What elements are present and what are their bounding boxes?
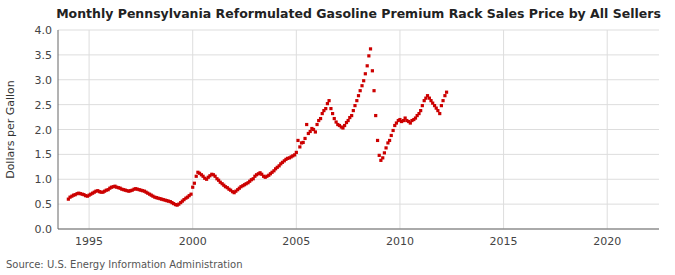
point: [376, 139, 379, 142]
y-grid-line: [58, 54, 659, 55]
points: [67, 47, 448, 206]
point: [443, 94, 446, 97]
point: [381, 156, 384, 159]
point: [191, 186, 194, 189]
y-axis-line: [58, 30, 59, 229]
point: [314, 130, 317, 133]
grid: [58, 30, 659, 229]
point: [331, 112, 334, 115]
point: [350, 114, 353, 117]
point: [193, 182, 196, 185]
point: [372, 89, 375, 92]
point: [355, 99, 358, 102]
point: [324, 107, 327, 110]
source-note: Source: U.S. Energy Information Administ…: [6, 259, 243, 270]
x-tick-label: 2010: [386, 235, 414, 248]
point: [440, 104, 443, 107]
x-tick-label: 1995: [75, 235, 103, 248]
point: [445, 91, 448, 94]
y-axis-label: Dollars per Gallon: [4, 80, 17, 179]
y-tick-label: 3.0: [35, 74, 53, 87]
x-tick-label: 2020: [593, 235, 621, 248]
point: [309, 130, 312, 133]
x-grid-line: [192, 30, 193, 229]
y-grid-line: [58, 104, 659, 105]
y-grid-line: [58, 79, 659, 80]
y-tick-label: 2.5: [35, 99, 53, 112]
y-grid-line: [58, 129, 659, 130]
y-grid-line: [58, 154, 659, 155]
point: [352, 109, 355, 112]
point: [421, 104, 424, 107]
point: [441, 99, 444, 102]
point: [353, 104, 356, 107]
point: [319, 117, 322, 120]
point: [364, 72, 367, 75]
point: [417, 112, 420, 115]
point: [327, 99, 330, 102]
point: [374, 114, 377, 117]
point: [347, 119, 350, 122]
y-tick-label: 0.5: [35, 198, 53, 211]
x-grid-line: [399, 30, 400, 229]
point: [362, 79, 365, 82]
point: [383, 151, 386, 154]
y-grid-line: [58, 229, 659, 230]
point: [359, 89, 362, 92]
y-tick-label: 2.0: [35, 124, 53, 137]
x-tick-label: 2005: [282, 235, 310, 248]
point: [333, 117, 336, 120]
point: [392, 129, 395, 132]
point: [195, 175, 198, 178]
point: [390, 134, 393, 137]
point: [189, 193, 192, 196]
point: [357, 94, 360, 97]
x-tick-label: 2000: [179, 235, 207, 248]
point: [366, 64, 369, 67]
point: [326, 102, 329, 105]
point: [296, 139, 299, 142]
x-grid-line: [89, 30, 90, 229]
point: [369, 47, 372, 50]
y-grid-line: [58, 179, 659, 180]
point: [321, 112, 324, 115]
point: [367, 54, 370, 57]
title: Monthly Pennsylvania Reformulated Gasoli…: [56, 6, 661, 21]
point: [329, 107, 332, 110]
point: [388, 139, 391, 142]
axes: 0.0 0.5 1.0 1.5 2.0 2.5 3.0 3.5 4.0 1995 2000 2005 2…: [35, 24, 660, 248]
point: [315, 123, 318, 126]
x-grid-line: [296, 30, 297, 229]
point: [378, 154, 381, 157]
point: [303, 137, 306, 140]
y-tick-label: 4.0: [35, 24, 53, 37]
point: [384, 146, 387, 149]
y-tick-label: 1.5: [35, 148, 53, 161]
point: [343, 124, 346, 127]
x-grid-line: [503, 30, 504, 229]
y-grid-line: [58, 30, 659, 31]
point: [302, 141, 305, 144]
point: [298, 145, 301, 148]
y-tick-label: 1.0: [35, 173, 53, 186]
x-grid-line: [607, 30, 608, 229]
y-grid-line: [58, 204, 659, 205]
point: [436, 109, 439, 112]
point: [438, 112, 441, 115]
x-tick-label: 2015: [490, 235, 518, 248]
chart: Monthly Pennsylvania Reformulated Gasoli…: [0, 0, 675, 275]
point: [371, 69, 374, 72]
point: [295, 151, 298, 154]
y-tick-label: 0.0: [35, 223, 53, 236]
x-axis-line: [58, 229, 659, 230]
point: [419, 109, 422, 112]
y-tick-label: 3.5: [35, 49, 53, 62]
point: [305, 123, 308, 126]
point: [360, 84, 363, 87]
